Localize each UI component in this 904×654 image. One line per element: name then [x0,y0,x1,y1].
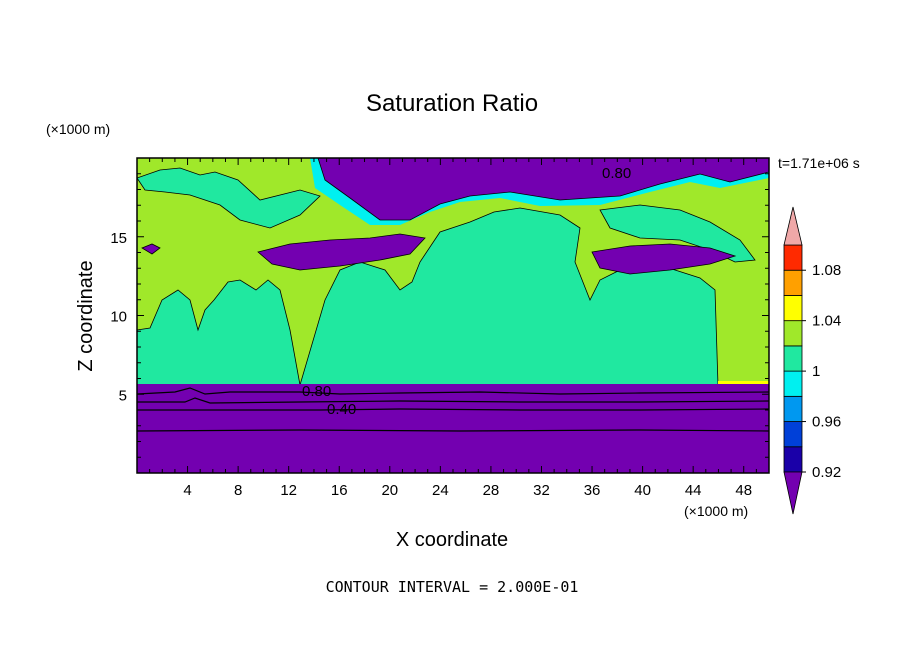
colorbar-label: 1 [812,363,820,380]
x-tick-label: 24 [432,482,449,499]
contour-line-040 [137,408,769,411]
region-dry-top-purple [317,158,769,221]
y-unit-label: (×1000 m) [46,121,110,137]
contour-line-060 [137,397,769,404]
colorbar-label: 1.08 [812,262,841,279]
colorbar-label: 0.96 [812,414,841,431]
region-lower-dry [137,384,769,473]
contour-label: 0.80 [602,165,631,182]
x-tick-label: 36 [584,482,601,499]
x-tick-label: 16 [331,482,348,499]
y-axis: 5 10 15 [110,173,769,458]
colorbar-over-triangle [783,206,803,246]
contour-fill [137,158,769,473]
colorbar-swatch [783,421,803,448]
colorbar: 1.08 1.04 1 0.96 0.92 [783,206,841,515]
contour-interval-text: CONTOUR INTERVAL = 2.000E-01 [326,578,579,596]
colorbar-swatch [783,244,803,271]
x-axis-label: X coordinate [396,529,508,551]
region-aqua-right [599,204,756,263]
region-dry-band-right [591,243,737,275]
chart-title: Saturation Ratio [366,90,538,117]
y-axis-label: Z coordinate [75,260,97,371]
colorbar-under-triangle [783,471,803,515]
y-tick-label: 15 [110,230,127,247]
x-unit-label: (×1000 m) [684,503,748,519]
x-tick-label: 48 [735,482,752,499]
time-label: t=1.71e+06 s [778,155,860,171]
y-tick-label: 10 [110,309,127,326]
x-tick-label: 28 [483,482,500,499]
x-tick-label: 44 [685,482,702,499]
region-aqua-left [137,167,321,229]
x-tick-label: 32 [533,482,550,499]
colorbar-label: 0.92 [812,464,841,481]
x-axis: 4 8 12 16 20 24 28 32 36 40 44 48 [149,158,757,499]
plot-area [136,157,770,474]
region-dry-band-left [257,233,426,271]
region-strip-yellow [718,381,769,384]
x-tick-label: 20 [381,482,398,499]
x-tick-label: 40 [634,482,651,499]
contour-line-080 [137,387,769,395]
y-tick-label: 5 [119,387,127,404]
colorbar-label: 1.04 [812,313,841,330]
colorbar-swatch [783,395,803,422]
x-tick-label: 12 [280,482,297,499]
region-aqua-columns [137,279,301,386]
region-aqua-columns-2 [299,207,719,386]
contour-label: 0.80 [302,383,331,400]
colorbar-swatch [783,295,803,322]
colorbar-swatch [783,370,803,397]
contour-label: 0.40 [327,401,356,418]
contour-line-020 [137,429,769,432]
region-dry-small [141,243,161,255]
colorbar-swatch [783,320,803,347]
x-tick-label: 8 [234,482,242,499]
x-tick-label: 4 [183,482,191,499]
colorbar-swatch [783,269,803,296]
colorbar-swatch [783,345,803,372]
colorbar-swatch [783,446,803,473]
